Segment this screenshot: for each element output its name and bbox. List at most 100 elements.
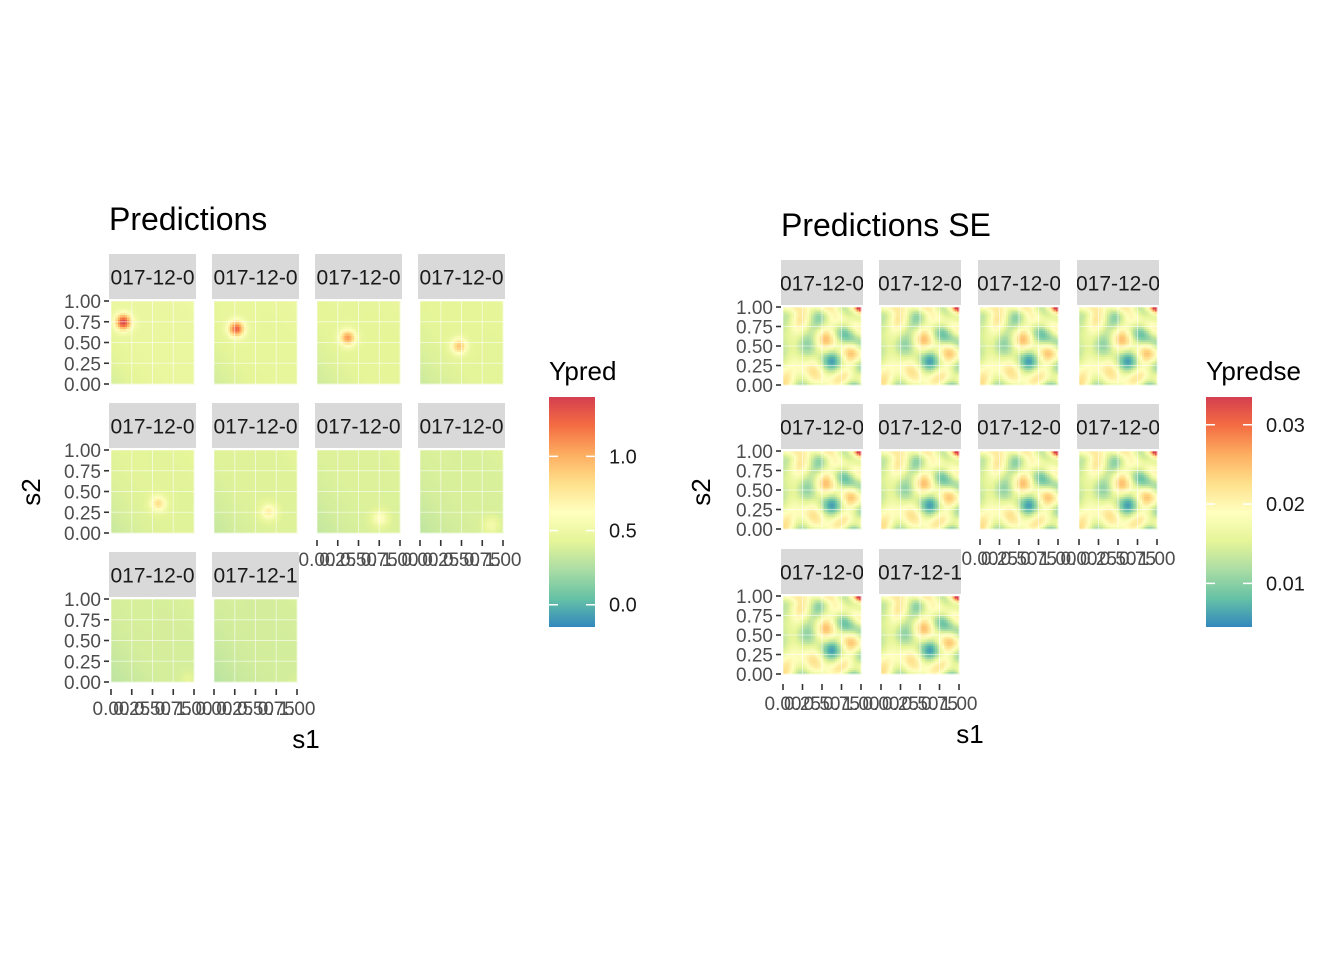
- heatmap-tile: [182, 372, 186, 376]
- heatmap-tile: [239, 321, 243, 325]
- heatmap-tile: [358, 372, 362, 376]
- heatmap-tile: [356, 381, 359, 385]
- heatmap-tile: [250, 349, 254, 353]
- heatmap-tile: [287, 363, 291, 366]
- heatmap-tile: [145, 337, 149, 341]
- heatmap-tile: [250, 342, 254, 346]
- heatmap-tile: [344, 335, 348, 339]
- heatmap-tile: [113, 305, 117, 309]
- heatmap-tile: [117, 305, 121, 309]
- heatmap-tile: [370, 310, 373, 313]
- heatmap-tile: [276, 312, 279, 316]
- heatmap-tile: [241, 321, 245, 325]
- heatmap-tile: [283, 303, 286, 307]
- heatmap-tile: [269, 305, 273, 309]
- heatmap-tile: [248, 328, 252, 332]
- heatmap-tile: [232, 321, 236, 325]
- heatmap-tile: [168, 333, 172, 336]
- heatmap-tile: [145, 335, 149, 339]
- heatmap-tile: [182, 360, 186, 364]
- heatmap-tile: [294, 358, 298, 362]
- heatmap-tile: [184, 312, 188, 316]
- heatmap-tile: [466, 344, 469, 348]
- heatmap-tile: [250, 335, 254, 339]
- heatmap-tile: [321, 351, 325, 355]
- heatmap-tile: [383, 324, 387, 327]
- heatmap-tile: [223, 328, 226, 332]
- heatmap-tile: [129, 303, 133, 307]
- heatmap-tile: [388, 349, 392, 353]
- heatmap-tile: [159, 367, 163, 371]
- heatmap-tile: [333, 330, 336, 334]
- heatmap-tile: [175, 301, 179, 304]
- heatmap-tile: [241, 367, 245, 371]
- heatmap-tile: [253, 379, 256, 383]
- heatmap-tile: [177, 372, 181, 376]
- heatmap-tile: [285, 330, 289, 334]
- heatmap-tile: [250, 314, 254, 318]
- heatmap-tile: [335, 337, 339, 341]
- heatmap-tile: [111, 370, 114, 373]
- heatmap-tile: [433, 328, 437, 332]
- heatmap-tile: [115, 344, 119, 348]
- heatmap-tile: [189, 312, 193, 316]
- heatmap-tile: [292, 360, 296, 364]
- heatmap-tile: [218, 305, 222, 309]
- heatmap-tile: [191, 374, 195, 378]
- heatmap-tile: [449, 374, 453, 378]
- heatmap-tile: [253, 324, 256, 327]
- heatmap-tile: [346, 349, 350, 353]
- heatmap-tile: [337, 358, 341, 362]
- heatmap-tile: [346, 330, 350, 334]
- heatmap-tile: [273, 305, 277, 309]
- heatmap-tile: [253, 314, 256, 318]
- heatmap-tile: [145, 365, 149, 369]
- heatmap-tile: [449, 333, 453, 336]
- heatmap-tile: [120, 354, 123, 357]
- heatmap-tile: [280, 303, 284, 307]
- heatmap-tile: [365, 328, 369, 332]
- heatmap-tile: [138, 370, 142, 373]
- heatmap-tile: [145, 347, 149, 350]
- heatmap-tile: [253, 337, 256, 341]
- heatmap-tile: [333, 305, 336, 309]
- heatmap-tile: [340, 340, 343, 343]
- heatmap-tile: [445, 354, 449, 357]
- heatmap-tile: [218, 321, 222, 325]
- heatmap-tile: [232, 333, 236, 336]
- heatmap-tile: [346, 328, 350, 332]
- heatmap-tile: [184, 365, 188, 369]
- heatmap-tile: [271, 305, 275, 309]
- heatmap-tile: [262, 344, 266, 348]
- heatmap-tile: [260, 349, 263, 353]
- heatmap-tile: [326, 360, 329, 364]
- heatmap-tile: [127, 319, 130, 323]
- heatmap-tile: [216, 354, 220, 357]
- heatmap-tile: [159, 356, 163, 360]
- heatmap-tile: [335, 381, 339, 385]
- heatmap-tile: [340, 347, 343, 350]
- heatmap-tile: [140, 310, 144, 313]
- heatmap-tile: [276, 356, 279, 360]
- heatmap-tile: [182, 314, 186, 318]
- heatmap-tile: [115, 310, 119, 313]
- heatmap-tile: [154, 344, 158, 348]
- heatmap-tile: [335, 321, 339, 325]
- heatmap-tile: [187, 354, 190, 357]
- heatmap-tile: [168, 317, 172, 320]
- heatmap-tile: [351, 317, 355, 320]
- heatmap-tile: [356, 344, 359, 348]
- heatmap-tile: [184, 367, 188, 371]
- heatmap-tile: [168, 358, 172, 362]
- heatmap-tile: [122, 351, 126, 355]
- heatmap-tile: [117, 344, 121, 348]
- heatmap-tile: [131, 356, 135, 360]
- heatmap-tile: [280, 342, 284, 346]
- heatmap-tile: [131, 360, 135, 364]
- heatmap-tile: [159, 305, 163, 309]
- heatmap-tile: [173, 337, 176, 341]
- heatmap-tile: [466, 365, 469, 369]
- heatmap-tile: [152, 303, 156, 307]
- heatmap-tile: [177, 310, 181, 313]
- heatmap-tile: [285, 342, 289, 346]
